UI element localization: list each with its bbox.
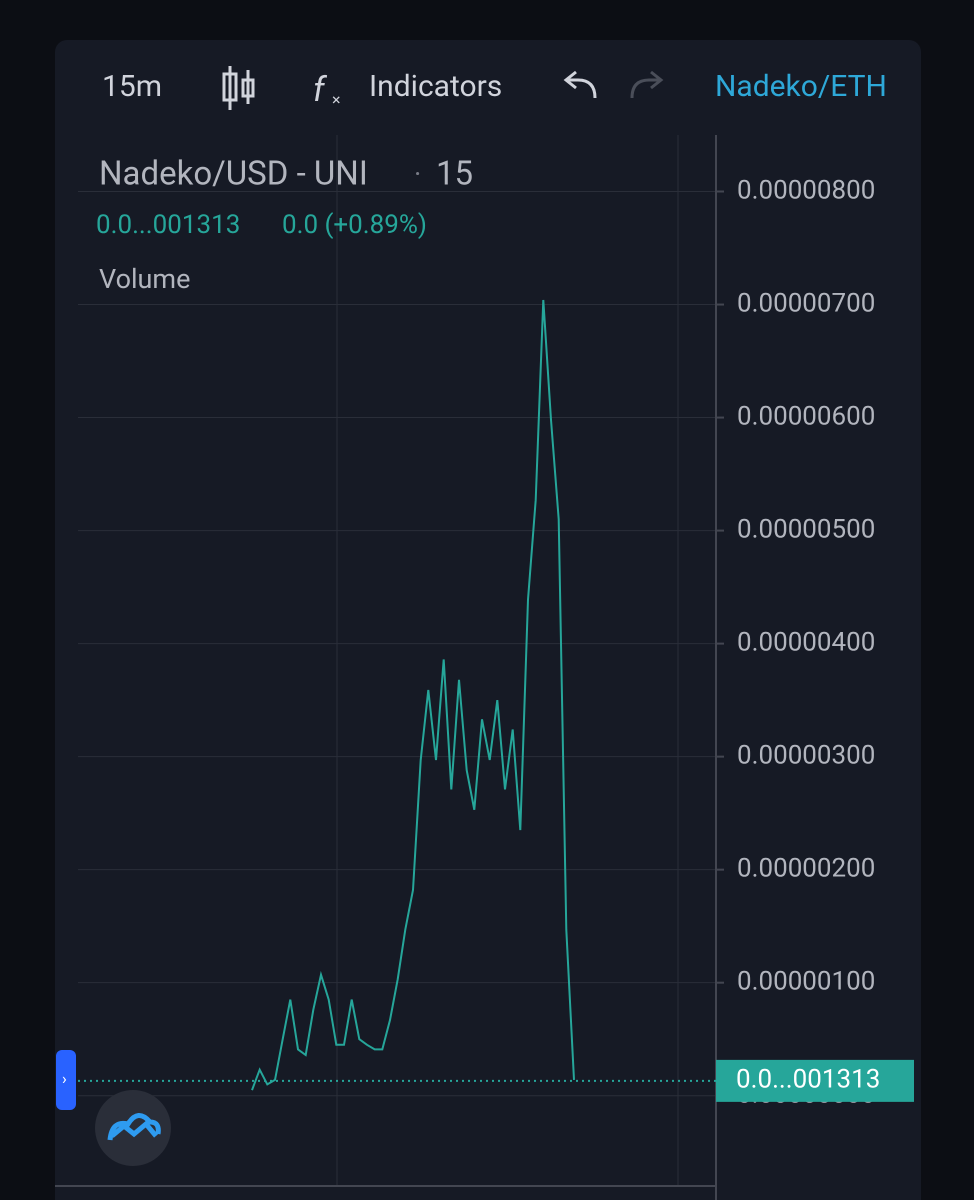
last-price-label: 0.0...001313: [736, 1065, 880, 1095]
sidebar-toggle-icon[interactable]: ›: [62, 1069, 67, 1088]
undo-button[interactable]: [563, 70, 597, 99]
plot: [251, 299, 575, 1091]
interval-button[interactable]: 15m: [102, 69, 162, 104]
title-separator: ·: [414, 157, 421, 190]
y-tick-label: 0.00000600: [737, 401, 875, 431]
fx-icon[interactable]: f: [313, 70, 328, 110]
chart-interval: 15: [436, 155, 473, 194]
panel: [55, 40, 921, 1200]
price-tag-group: 0.0...001313: [78, 1059, 914, 1102]
y-tick-label: 0.00000300: [737, 741, 875, 771]
y-tick-label: 0.00000500: [737, 514, 875, 544]
y-tick-label: 0.00000700: [737, 288, 875, 318]
y-tick-label: 0.00000200: [737, 854, 875, 884]
grid: 0.000000000.000001000.000002000.00000300…: [78, 175, 875, 1110]
price-change: 0.0 (+0.89%): [282, 210, 427, 240]
price-value: 0.0...001313: [96, 210, 240, 240]
indicators-button[interactable]: Indicators: [369, 69, 502, 104]
chart-title: Nadeko/USD - UNI: [99, 155, 368, 194]
price-line: [251, 299, 575, 1091]
logo-icon[interactable]: [107, 1113, 161, 1141]
pair-link[interactable]: Nadeko/ETH: [715, 69, 887, 104]
y-tick-label: 0.00000800: [737, 175, 875, 205]
y-tick-label: 0.00000400: [737, 627, 875, 657]
last-price-tag: [716, 1059, 914, 1102]
y-tick-label: 0.00000100: [737, 967, 875, 997]
redo-button[interactable]: [630, 70, 664, 99]
volume-label: Volume: [99, 263, 190, 295]
sidebar-toggle[interactable]: [56, 1050, 76, 1110]
logo-button[interactable]: [95, 1090, 171, 1166]
chart-type-button[interactable]: [222, 66, 255, 110]
fx-icon-x[interactable]: ×: [332, 90, 341, 109]
